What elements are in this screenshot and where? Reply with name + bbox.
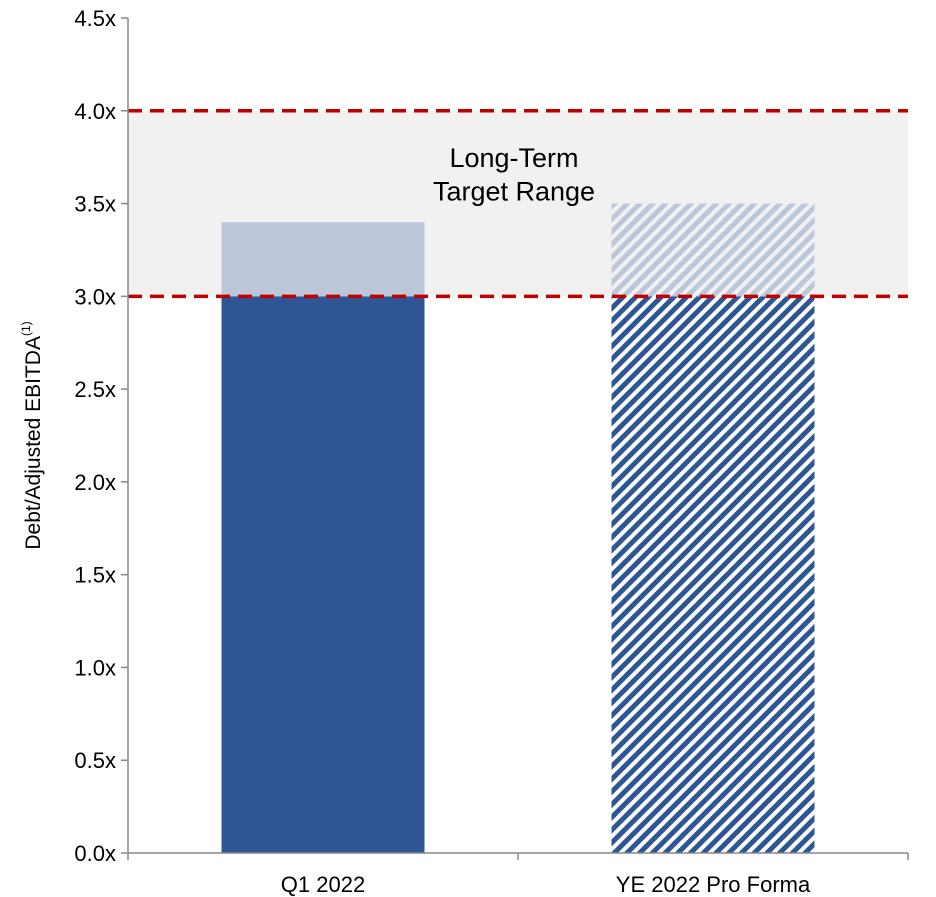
y-tick-label-6: 3.0x <box>74 284 116 309</box>
y-axis-ticks: 0.0x 0.5x 1.0x 1.5x 2.0x 2.5x 3.0x 3.5x 4.0x 4.5x <box>74 6 128 866</box>
y-tick-label-3: 1.5x <box>74 563 116 588</box>
y-tick-label-4: 2.0x <box>74 470 116 495</box>
y-axis-title: Debt/Adjusted EBITDA(1) <box>19 321 45 549</box>
bar-1 <box>611 296 815 853</box>
y-tick-label-2: 1.0x <box>74 655 116 680</box>
y-tick-label-8: 4.0x <box>74 99 116 124</box>
x-axis-labels: Q1 2022 YE 2022 Pro Forma <box>281 872 811 897</box>
x-axis-ticks <box>127 853 909 860</box>
bars <box>221 203 815 853</box>
y-tick-label-5: 2.5x <box>74 377 116 402</box>
target-range-label-line-1: Long-Term <box>449 143 578 173</box>
y-tick-label-1: 0.5x <box>74 748 116 773</box>
y-tick-label-0: 0.0x <box>74 841 116 866</box>
y-tick-label-7: 3.5x <box>74 192 116 217</box>
bar-1-in-range <box>611 203 815 297</box>
y-axis-title-superscript: (1) <box>19 321 33 336</box>
bar-0-in-range <box>221 222 425 297</box>
x-tick-label-1: YE 2022 Pro Forma <box>616 872 811 897</box>
y-tick-label-9: 4.5x <box>74 6 116 31</box>
target-range-label-line-2: Target Range <box>433 177 595 207</box>
x-tick-label-0: Q1 2022 <box>281 872 365 897</box>
y-axis-title-text: Debt/Adjusted EBITDA <box>22 336 45 550</box>
bar-0 <box>221 296 425 853</box>
